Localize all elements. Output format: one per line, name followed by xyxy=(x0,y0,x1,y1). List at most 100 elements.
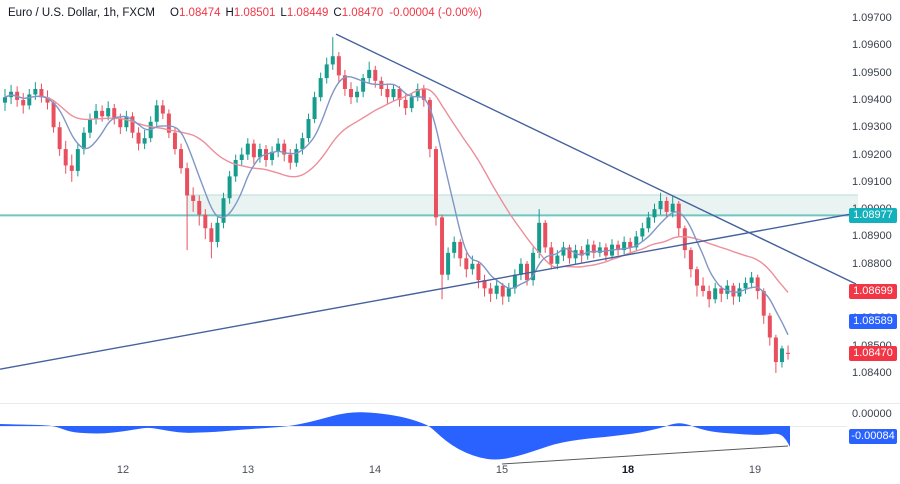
candle-down xyxy=(166,113,171,133)
candle-down xyxy=(786,352,791,354)
candle-down xyxy=(136,132,141,144)
time-tick-label: 19 xyxy=(748,464,762,476)
symbol-header: Euro / U.S. Dollar, 1h, FXCM O1.08474 H1.0… xyxy=(8,7,482,19)
ma-fast-line xyxy=(4,75,789,336)
candle-up xyxy=(306,119,311,139)
candle-down xyxy=(342,75,347,89)
candle-up xyxy=(506,288,511,297)
candle-up xyxy=(646,217,651,229)
price-tick-label: 1.09300 xyxy=(852,121,892,134)
time-tick-label: 14 xyxy=(368,464,382,476)
candle-up xyxy=(573,250,578,259)
candle-up xyxy=(391,89,396,98)
candle-down xyxy=(731,285,736,297)
candle-up xyxy=(94,110,99,120)
candle-down xyxy=(482,280,487,289)
indicator-area xyxy=(0,412,790,460)
candle-down xyxy=(664,200,669,212)
candle-down xyxy=(348,89,353,98)
candle-down xyxy=(688,250,693,270)
candle-up xyxy=(512,274,517,289)
price-badge: 1.08589 xyxy=(849,313,897,329)
candle-down xyxy=(288,154,293,163)
candle-up xyxy=(221,198,226,223)
trendline-descending[interactable] xyxy=(335,33,857,285)
candle-down xyxy=(251,143,256,158)
candle-up xyxy=(737,288,742,297)
price-tick-label: 1.09200 xyxy=(852,148,892,161)
candle-up xyxy=(743,282,748,289)
ohlc-high-label: H xyxy=(225,7,234,19)
candle-up xyxy=(658,200,663,210)
candle-up xyxy=(446,252,451,275)
candle-up xyxy=(245,143,250,155)
candle-up xyxy=(713,288,718,300)
candle-down xyxy=(373,69,378,81)
candle-up xyxy=(33,89,38,95)
candle-down xyxy=(39,89,44,98)
candle-up xyxy=(585,244,590,256)
price-badge: 1.08977 xyxy=(849,207,897,223)
candle-up xyxy=(725,285,730,294)
candle-down xyxy=(773,337,778,363)
candle-down xyxy=(427,99,432,150)
candle-down xyxy=(701,285,706,292)
candle-down xyxy=(433,149,438,218)
candle-up xyxy=(634,236,639,248)
candle-up xyxy=(640,228,645,237)
candle-down xyxy=(616,244,621,251)
candle-down xyxy=(628,241,633,248)
trendline-ascending[interactable] xyxy=(0,212,858,370)
candle-up xyxy=(537,222,542,253)
candle-up xyxy=(3,97,7,103)
candle-up xyxy=(470,263,475,270)
candle-down xyxy=(118,119,123,128)
candle-down xyxy=(755,277,760,292)
candle-down xyxy=(51,102,56,128)
symbol-title[interactable]: Euro / U.S. Dollar, 1h, FXCM xyxy=(8,7,155,19)
candle-down xyxy=(567,247,572,259)
candle-up xyxy=(531,252,536,281)
candle-down xyxy=(719,288,724,294)
candle-up xyxy=(670,203,675,212)
candle-down xyxy=(476,263,481,281)
candle-down xyxy=(63,149,68,166)
candle-down xyxy=(397,89,402,100)
candle-down xyxy=(543,222,548,248)
candle-up xyxy=(81,132,86,150)
candle-down xyxy=(203,214,208,229)
candle-up xyxy=(215,222,220,242)
ohlc-open-value: 1.08474 xyxy=(178,7,221,19)
candle-down xyxy=(767,315,772,338)
candle-up xyxy=(276,143,281,152)
ohlc-close-value: 1.08470 xyxy=(341,7,384,19)
indicator-trendline[interactable] xyxy=(501,445,789,465)
candle-up xyxy=(312,97,317,120)
candle-up xyxy=(330,56,335,65)
candle-up xyxy=(555,255,560,264)
price-tick-label: 1.08400 xyxy=(852,367,892,379)
indicator-value-badge: -0.00084 xyxy=(849,429,897,444)
ohlc-low-label: L xyxy=(280,7,287,19)
candle-up xyxy=(518,263,523,275)
candle-down xyxy=(464,258,469,270)
candle-up xyxy=(367,69,372,79)
candle-down xyxy=(57,127,62,150)
price-tick-label: 1.09400 xyxy=(852,93,892,106)
price-tick-label: 1.09700 xyxy=(852,12,892,24)
candle-up xyxy=(257,149,262,158)
time-tick-label: 15 xyxy=(495,464,509,476)
candle-up xyxy=(452,241,457,253)
candle-up xyxy=(239,154,244,160)
candle-down xyxy=(209,228,214,242)
price-tick-label: 1.08800 xyxy=(852,257,892,270)
candle-down xyxy=(160,105,165,114)
candle-up xyxy=(652,209,657,218)
candle-up xyxy=(494,285,499,294)
candle-up xyxy=(9,91,14,98)
candle-up xyxy=(124,116,129,128)
ohlc-low-value: 1.08449 xyxy=(286,7,329,19)
candle-down xyxy=(458,241,463,259)
candle-down xyxy=(185,168,190,196)
